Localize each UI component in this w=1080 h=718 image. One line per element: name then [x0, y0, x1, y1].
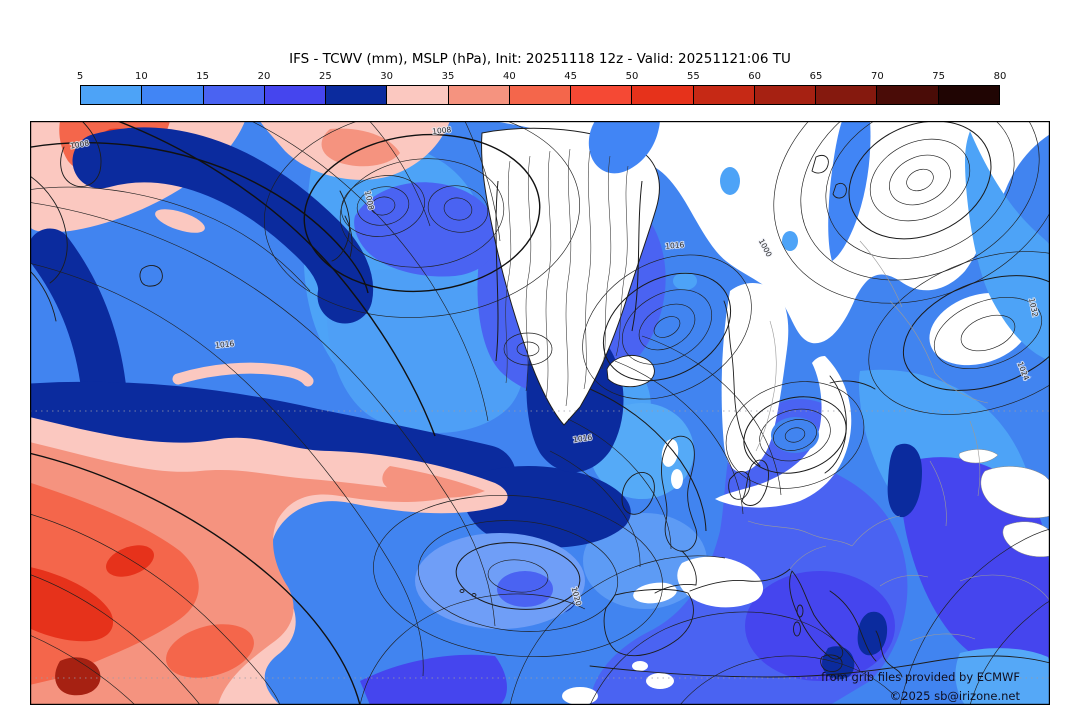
colorbar-tick-label: 40	[502, 71, 516, 82]
colorbar-tick-label: 35	[441, 71, 455, 82]
colorbar-tick-label: 55	[686, 71, 700, 82]
colorbar-segment	[202, 86, 264, 104]
contour-label: 1016	[573, 433, 593, 445]
colorbar-tick-label: 25	[318, 71, 332, 82]
colorbar-tick-label: 20	[257, 71, 271, 82]
colorbar-segment	[815, 86, 877, 104]
colorbar-ticks: 5 10 15 20 25 30 35 40 45 50 55 60 65 70 75 80	[76, 71, 1007, 85]
colorbar-tick-label: 10	[134, 71, 148, 82]
colorbar-segment	[81, 86, 142, 104]
colorbar-segment	[263, 86, 326, 104]
greenland-contour-texture	[495, 148, 643, 407]
colorbar-segment	[692, 86, 754, 104]
colorbar-segment	[631, 86, 693, 104]
colorbar-tick-label: 5	[76, 71, 84, 82]
country-borders	[747, 240, 1050, 642]
colorbar-tick-label: 75	[932, 71, 946, 82]
tcwv-color-field	[30, 121, 1050, 705]
page-title: IFS - TCWV (mm), MSLP (hPa), Init: 20251…	[289, 51, 791, 67]
colorbar-tick-label: 80	[993, 71, 1007, 82]
colorbar-segment	[325, 86, 387, 104]
map-svg: 1008 1016 1016 1000 1032 1024 1016 1020 …	[30, 121, 1050, 705]
colorbar-tick-label: 45	[564, 71, 578, 82]
colorbar-segment	[141, 86, 203, 104]
colorbar-segment	[753, 86, 816, 104]
colorbar-segment	[447, 86, 509, 104]
colorbar-tick-label: 30	[380, 71, 394, 82]
mslp-contours	[30, 121, 1050, 705]
colorbar-segment	[570, 86, 632, 104]
colorbar-tick-label: 65	[809, 71, 823, 82]
contour-label: 1008	[432, 125, 452, 136]
colorbar-segment	[937, 86, 999, 104]
colorbar-tick-label: 70	[870, 71, 884, 82]
colorbar-segment	[386, 86, 448, 104]
contour-label: 1016	[215, 339, 235, 350]
colorbar-segment	[508, 86, 571, 104]
weather-map: 1008 1016 1016 1000 1032 1024 1016 1020 …	[30, 121, 1050, 705]
map-frame	[30, 121, 1050, 705]
coastlines	[30, 121, 1050, 678]
colorbar-segments	[80, 85, 1000, 105]
attribution-line1: from grib files provided by ECMWF	[821, 670, 1020, 684]
tcwv-colorbar: 5 10 15 20 25 30 35 40 45 50 55 60 65 70 75 80	[76, 71, 1007, 105]
colorbar-segment	[876, 86, 938, 104]
contour-label: 1016	[665, 240, 685, 251]
contour-label: 1008	[69, 138, 90, 150]
colorbar-tick-label: 15	[196, 71, 210, 82]
colorbar-tick-label: 60	[748, 71, 762, 82]
colorbar-tick-label: 50	[625, 71, 639, 82]
attribution-line2: ©2025 sb@irizone.net	[890, 689, 1021, 703]
attribution: from grib files provided by ECMWF ©2025 …	[821, 670, 1020, 703]
